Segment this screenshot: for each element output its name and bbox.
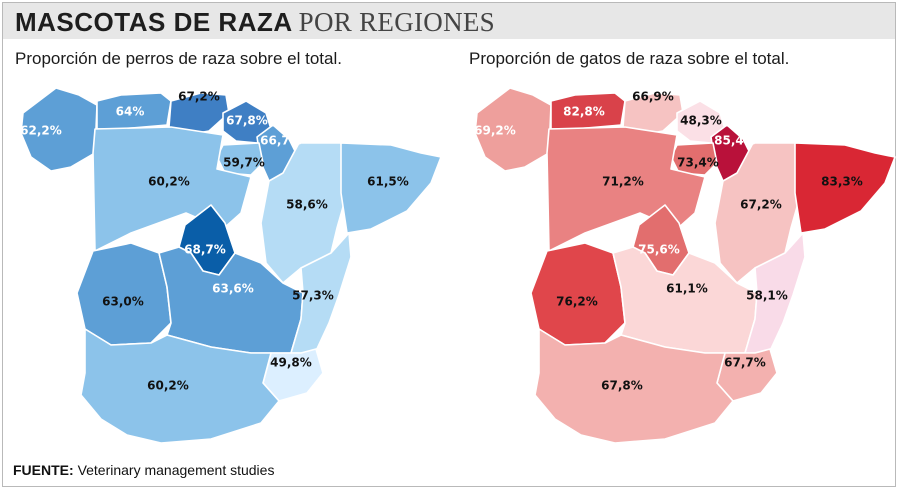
title-light: POR REGIONES bbox=[298, 7, 495, 37]
dogs-label-cataluna: 61,5% bbox=[367, 175, 409, 189]
dogs-label-andalucia: 60,2% bbox=[147, 379, 189, 393]
cats-label-cantabria: 66,9% bbox=[632, 90, 674, 104]
dogs-label-navarra: 66,7% bbox=[260, 134, 302, 148]
cats-label-asturias: 82,8% bbox=[563, 105, 605, 119]
dogs-region-cataluna bbox=[340, 142, 442, 234]
dogs-region-valencia bbox=[290, 232, 352, 354]
source-text: Veterinary management studies bbox=[77, 462, 275, 478]
cats-label-galicia: 69,2% bbox=[474, 124, 516, 138]
cats-label-extremadura: 76,2% bbox=[556, 295, 598, 309]
cats-label-madrid: 75,6% bbox=[638, 243, 680, 257]
cats-label-pais-vasco: 48,3% bbox=[680, 114, 722, 128]
cats-region-andalucia bbox=[534, 328, 734, 444]
dogs-label-murcia: 49,8% bbox=[270, 356, 312, 370]
cats-map: 69,2% 82,8% 66,9% 48,3% 85,4% 73,4% 71,2% 67,2%… bbox=[474, 87, 896, 444]
dogs-label-valencia: 57,3% bbox=[292, 289, 334, 303]
dogs-label-asturias: 64% bbox=[116, 105, 145, 119]
cats-region-aragon bbox=[714, 142, 802, 284]
dogs-subtitle: Proporción de perros de raza sobre el to… bbox=[15, 49, 342, 68]
cats-region-galicia bbox=[474, 87, 552, 172]
dogs-label-la-rioja: 59,7% bbox=[223, 156, 265, 170]
cats-label-castilla-leon: 71,2% bbox=[602, 175, 644, 189]
header-band: MASCOTAS DE RAZA POR REGIONES bbox=[3, 3, 895, 39]
cats-label-valencia: 58,1% bbox=[746, 289, 788, 303]
cats-label-murcia: 67,7% bbox=[724, 356, 766, 370]
dogs-label-pais-vasco: 67,8% bbox=[226, 114, 268, 128]
cats-label-andalucia: 67,8% bbox=[601, 379, 643, 393]
cats-label-la-rioja: 73,4% bbox=[677, 156, 719, 170]
dogs-label-aragon: 58,6% bbox=[286, 198, 328, 212]
source-note: FUENTE: Veterinary management studies bbox=[13, 462, 274, 478]
cats-label-aragon: 67,2% bbox=[740, 198, 782, 212]
cats-label-cataluna: 83,3% bbox=[821, 175, 863, 189]
cats-region-cataluna bbox=[794, 142, 896, 234]
dogs-region-aragon bbox=[260, 142, 348, 284]
cats-region-extremadura bbox=[530, 242, 626, 346]
dogs-map: 62,2% 64% 67,2% 67,8% 66,7% 59,7% 60,2% 58,6% 61… bbox=[20, 87, 442, 444]
cats-region-valencia bbox=[744, 232, 806, 354]
dogs-region-andalucia bbox=[80, 328, 280, 444]
page-title: MASCOTAS DE RAZA POR REGIONES bbox=[15, 7, 495, 38]
dogs-label-cantabria: 67,2% bbox=[178, 90, 220, 104]
cats-label-castilla-la-mancha: 61,1% bbox=[666, 282, 708, 296]
dogs-label-castilla-la-mancha: 63,6% bbox=[212, 282, 254, 296]
title-bold: MASCOTAS DE RAZA bbox=[15, 7, 293, 37]
cats-label-navarra: 85,4% bbox=[714, 134, 756, 148]
dogs-label-madrid: 68,7% bbox=[184, 243, 226, 257]
dogs-region-galicia bbox=[20, 87, 98, 172]
dogs-label-galicia: 62,2% bbox=[20, 124, 62, 138]
source-label: FUENTE: bbox=[13, 462, 74, 478]
dogs-region-extremadura bbox=[76, 242, 172, 346]
dogs-label-extremadura: 63,0% bbox=[102, 295, 144, 309]
cats-subtitle: Proporción de gatos de raza sobre el tot… bbox=[469, 49, 790, 68]
dogs-label-castilla-leon: 60,2% bbox=[148, 175, 190, 189]
